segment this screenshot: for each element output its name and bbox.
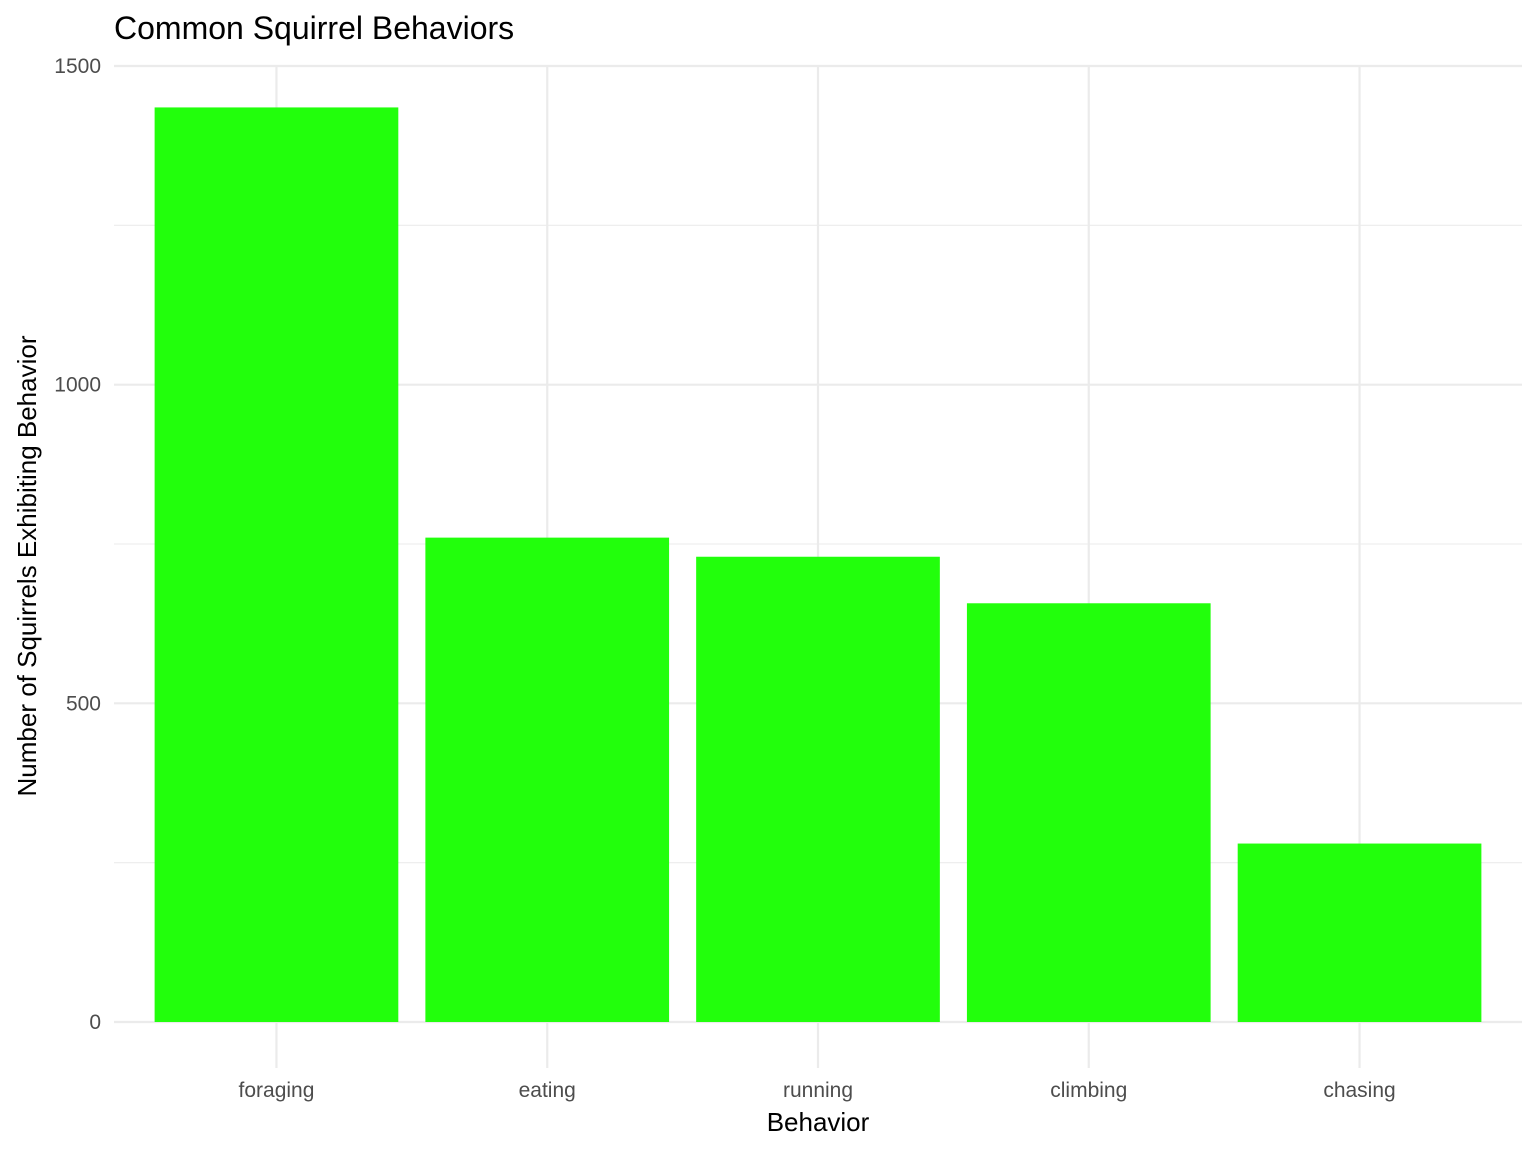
- bar-chasing: [1237, 843, 1482, 1022]
- bar-running: [696, 556, 940, 1022]
- x-tick-label: running: [783, 1079, 853, 1102]
- bar-climbing: [966, 603, 1211, 1022]
- y-tick-label: 1000: [54, 374, 101, 397]
- y-axis-title: Number of Squirrels Exhibiting Behavior: [12, 335, 42, 796]
- x-axis-title: Behavior: [767, 1107, 870, 1137]
- bar-foraging: [154, 107, 399, 1023]
- bar-eating: [425, 537, 670, 1022]
- y-tick-label: 500: [66, 692, 101, 715]
- x-tick-label: climbing: [1050, 1079, 1127, 1102]
- x-tick-label: eating: [519, 1079, 576, 1102]
- y-tick-label: 1500: [54, 55, 101, 78]
- bars: [154, 107, 1482, 1023]
- x-tick-label: chasing: [1323, 1079, 1395, 1102]
- x-tick-label: foraging: [239, 1079, 315, 1102]
- y-axis-ticks: 0 500 1000 1500: [54, 55, 101, 1034]
- chart-title: Common Squirrel Behaviors: [114, 10, 514, 46]
- x-axis-ticks: foraging eating running climbing chasing: [239, 1079, 1396, 1102]
- y-tick-label: 0: [89, 1011, 101, 1034]
